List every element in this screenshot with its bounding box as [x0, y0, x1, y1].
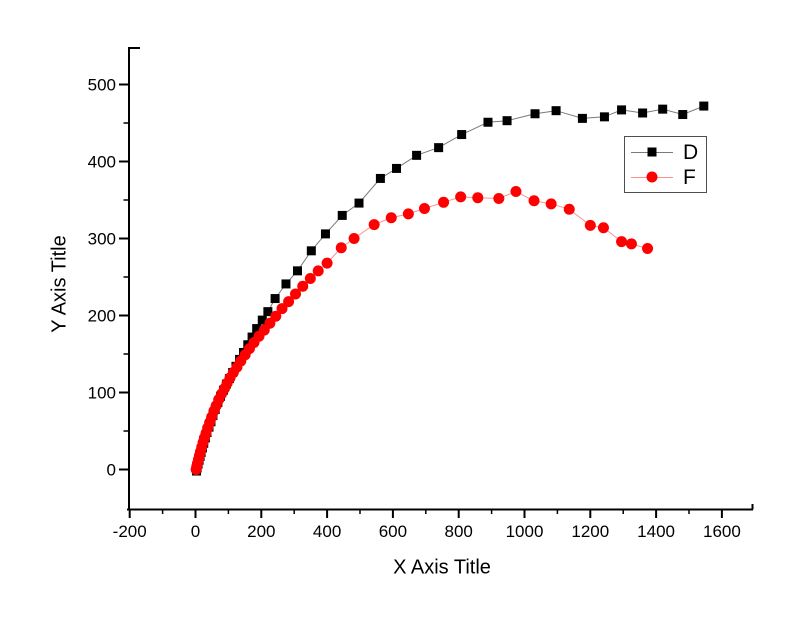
series-D-marker	[247, 332, 257, 342]
series-F-marker	[335, 242, 347, 254]
y-axis-tick-label: 0	[107, 461, 116, 480]
series-F-marker	[493, 192, 505, 204]
series-F-marker	[276, 303, 288, 315]
series-F-marker	[455, 191, 467, 203]
series-D-marker	[699, 101, 709, 111]
series-F-marker	[472, 192, 484, 204]
series-D-marker	[270, 294, 280, 304]
series-F-marker	[304, 273, 316, 285]
legend-label-D: D	[683, 140, 699, 164]
series-D-marker	[483, 117, 493, 127]
legend-label-F: F	[683, 165, 696, 189]
legend-entry-F[interactable]: F	[631, 165, 706, 189]
series-D-marker	[257, 315, 267, 325]
x-axis-tick-label: 0	[191, 522, 200, 541]
series-D-marker	[502, 116, 512, 126]
x-axis-tick-label: 600	[379, 522, 407, 541]
series-D-marker	[599, 112, 609, 122]
y-axis-tick-label: 500	[88, 76, 116, 95]
series-F-marker	[563, 203, 575, 215]
x-axis-tick-label: 1600	[703, 522, 741, 541]
series-D-marker	[306, 246, 316, 256]
series-F-marker	[297, 280, 309, 292]
series-F-marker	[368, 219, 380, 231]
series-D-marker	[292, 266, 302, 276]
series-D-marker	[638, 108, 648, 118]
legend-key-F	[631, 170, 673, 184]
y-axis-tick-label: 100	[88, 384, 116, 403]
legend[interactable]: D F	[624, 136, 707, 193]
series-F-marker	[270, 310, 282, 322]
x-axis-tick-label: 400	[313, 522, 341, 541]
series-F-marker	[283, 296, 295, 308]
series-D-marker	[617, 105, 627, 115]
legend-entry-D[interactable]: D	[631, 140, 706, 164]
series-F-marker	[584, 219, 596, 231]
series-F-marker	[348, 233, 360, 244]
series-D-marker	[337, 210, 347, 220]
series-F-marker	[312, 265, 324, 277]
series-D-marker	[457, 130, 467, 140]
series-D-marker	[530, 109, 540, 119]
series-D-marker	[320, 229, 330, 239]
y-axis-tick-label: 400	[88, 153, 116, 172]
x-axis-tick-label: -200	[113, 522, 147, 541]
series-F-marker	[438, 196, 450, 208]
series-F-marker	[402, 208, 414, 220]
series-D-marker	[375, 173, 385, 183]
square-marker-icon	[647, 147, 657, 157]
series-D-marker	[281, 279, 291, 289]
x-axis-tick-label: 1000	[506, 522, 544, 541]
series-D-marker	[434, 143, 444, 153]
y-axis-tick-label: 200	[88, 307, 116, 326]
series-D-marker	[252, 324, 262, 334]
series-F-marker	[510, 186, 522, 198]
series-D-marker	[263, 307, 273, 317]
series-F-marker	[545, 198, 557, 210]
series-D-marker	[392, 163, 402, 173]
series-D-marker	[551, 106, 561, 116]
series-F-marker	[290, 288, 302, 300]
x-axis-tick-label: 800	[445, 522, 473, 541]
series-D-marker	[412, 150, 422, 160]
series-F-marker	[597, 222, 609, 234]
x-axis-tick-label: 1400	[637, 522, 675, 541]
series-D-marker	[354, 198, 364, 208]
series-D-marker	[658, 104, 668, 114]
series-F-marker	[528, 195, 540, 207]
series-D-marker	[678, 110, 688, 120]
y-axis-title: Y Axis Title	[48, 235, 71, 333]
x-axis-title: X Axis Title	[393, 556, 491, 579]
series-F-marker	[321, 257, 333, 269]
x-axis-tick-label: 200	[247, 522, 275, 541]
y-axis-tick-label: 300	[88, 230, 116, 249]
legend-key-D	[631, 145, 673, 159]
circle-marker-icon	[646, 171, 658, 183]
series-F-marker	[642, 243, 654, 255]
series-F-marker	[385, 212, 397, 224]
series-D-marker	[577, 113, 587, 123]
series-F-marker	[625, 238, 637, 250]
x-axis-tick-label: 1200	[571, 522, 609, 541]
series-F-marker	[418, 202, 430, 214]
series-F-marker	[616, 236, 628, 248]
